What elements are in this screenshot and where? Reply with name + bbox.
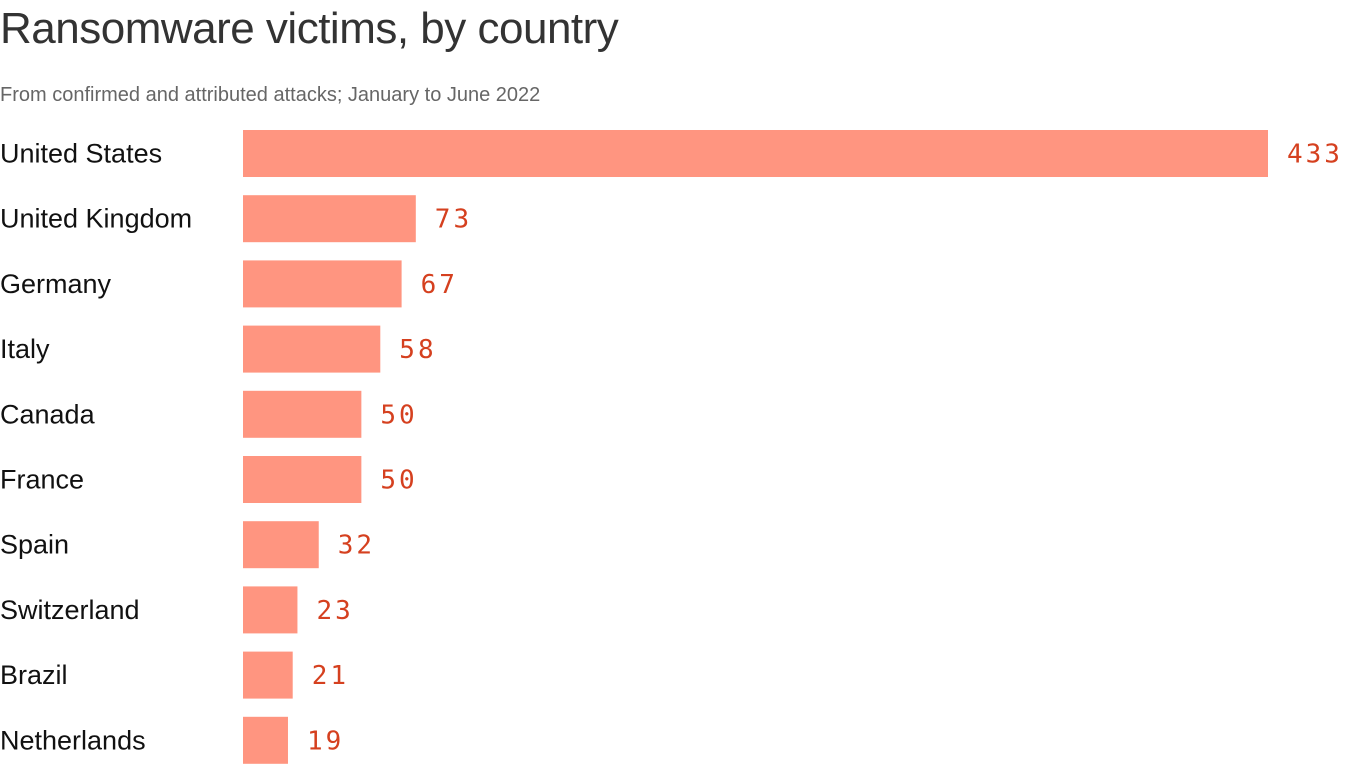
category-label: Spain	[0, 530, 69, 560]
bar	[243, 195, 416, 243]
value-label: 58	[399, 335, 436, 365]
category-label: United States	[0, 139, 162, 169]
bar	[243, 390, 362, 438]
bar	[243, 130, 1268, 177]
category-label: United Kingdom	[0, 204, 192, 234]
value-label: 73	[435, 205, 472, 235]
value-label: 50	[380, 400, 417, 430]
category-label: Germany	[0, 269, 112, 299]
chart-title: Ransomware victims, by country	[0, 4, 619, 53]
value-label: 23	[316, 596, 353, 626]
value-label: 32	[338, 531, 375, 561]
bar	[243, 586, 298, 634]
value-label: 433	[1287, 140, 1343, 170]
category-label: France	[0, 465, 84, 495]
bar	[243, 651, 293, 699]
value-label: 19	[307, 726, 344, 756]
bar	[243, 325, 381, 373]
bar	[243, 716, 288, 764]
value-label: 50	[380, 466, 417, 496]
value-label: 67	[421, 270, 458, 300]
category-label: Canada	[0, 399, 96, 429]
value-label: 21	[312, 661, 349, 691]
category-label: Switzerland	[0, 595, 140, 625]
bar	[243, 456, 362, 503]
category-label: Italy	[0, 334, 50, 364]
bar	[243, 521, 319, 569]
category-label: Netherlands	[0, 725, 146, 755]
chart-subtitle: From confirmed and attributed attacks; J…	[0, 84, 541, 106]
category-label: Brazil	[0, 660, 68, 690]
bar	[243, 260, 402, 308]
